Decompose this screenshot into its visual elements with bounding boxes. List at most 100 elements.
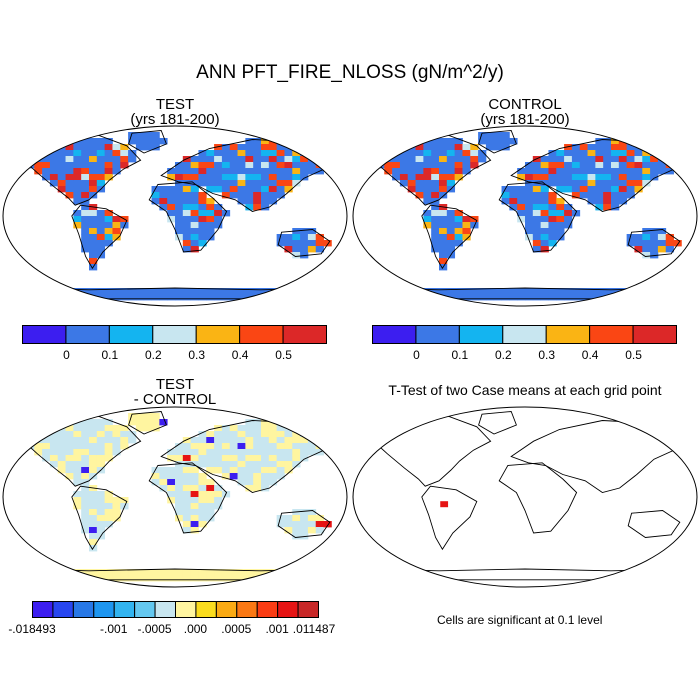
colorbar-tick-label: 0 [63, 348, 70, 362]
grid-cell [415, 144, 424, 151]
grid-cell [49, 156, 59, 163]
grid-cell [182, 222, 192, 229]
coastline-australia [627, 510, 681, 538]
grid-cell [323, 521, 332, 528]
grid-cell [439, 252, 448, 259]
grid-cell [540, 228, 549, 235]
grid-cell [214, 491, 223, 498]
grid-cell [548, 162, 557, 169]
grid-cell [525, 186, 534, 193]
grid-cell [634, 150, 643, 157]
grid-cell [292, 240, 301, 247]
grid-cell [532, 198, 542, 205]
colorbar-tick-label: 0.1 [451, 348, 469, 362]
grid-cell [431, 144, 440, 151]
grid-cell [120, 425, 129, 432]
colorbar-box [415, 325, 460, 344]
grid-cell [175, 569, 184, 576]
grid-cell [190, 509, 199, 516]
grid-cell [198, 503, 207, 510]
grid-cell [292, 162, 301, 169]
grid-cell [198, 575, 207, 582]
grid-cell [198, 569, 207, 576]
colorbar-box [22, 325, 67, 344]
grid-cell [96, 509, 106, 516]
grid-cell [245, 467, 254, 474]
grid-cell [587, 150, 596, 157]
grid-cell [104, 156, 113, 163]
grid-cell [292, 431, 301, 438]
grid-cell [307, 228, 317, 235]
grid-cell [182, 240, 192, 247]
grid-cell [532, 288, 542, 295]
grid-cell [462, 168, 471, 175]
grid-cell [104, 234, 113, 241]
grid-cell [229, 575, 238, 582]
grid-cell [579, 294, 588, 301]
grid-cell [501, 138, 510, 145]
grid-cell [89, 216, 98, 223]
grid-cell [81, 174, 90, 181]
grid-cell [221, 575, 231, 582]
grid-cell [446, 222, 456, 229]
grid-cell [431, 288, 440, 295]
grid-cell [190, 192, 199, 199]
grid-cell [525, 228, 534, 235]
grid-cell [42, 449, 51, 456]
grid-cell [478, 156, 487, 163]
grid-cell [198, 473, 207, 480]
colorbar-box [215, 601, 238, 618]
grid-cell [143, 413, 152, 420]
grid-cell [642, 240, 651, 247]
grid-cell [81, 485, 90, 492]
grid-cell [237, 144, 246, 151]
grid-cell [89, 449, 98, 456]
grid-cell [423, 186, 432, 193]
grid-cell [190, 216, 199, 223]
grid-cell [532, 228, 542, 235]
grid-cell [517, 288, 526, 295]
map-border [352, 406, 698, 588]
grid-cell [556, 234, 565, 241]
grid-cell [190, 491, 199, 498]
grid-cell [548, 156, 557, 163]
grid-cell [454, 162, 463, 169]
grid-cell [399, 180, 409, 187]
colorbar-box [297, 601, 320, 618]
grid-cell [603, 204, 612, 211]
grid-cell [253, 162, 262, 169]
grid-cell [423, 150, 432, 157]
grid-cell [237, 569, 246, 576]
grid-cell [96, 431, 106, 438]
grid-cell [120, 431, 129, 438]
grid-cell [300, 162, 309, 169]
grid-cell [237, 192, 246, 199]
grid-cell [261, 485, 270, 492]
grid-cell [112, 288, 121, 295]
grid-cell [446, 144, 456, 151]
grid-cell [159, 186, 168, 193]
grid-cell [73, 425, 82, 432]
grid-cell [89, 437, 98, 444]
grid-cell [96, 515, 106, 522]
grid-cell [151, 132, 160, 139]
grid-cell [540, 156, 549, 163]
grid-cell [268, 455, 278, 462]
grid-cell [548, 198, 557, 205]
grid-cell [665, 246, 674, 253]
grid-cell [73, 437, 82, 444]
grid-cell [73, 216, 82, 223]
grid-cell [198, 228, 207, 235]
grid-cell [198, 198, 207, 205]
grid-cell [307, 449, 317, 456]
grid-cell [237, 294, 246, 301]
grid-cell [159, 419, 168, 426]
grid-cell [34, 168, 43, 175]
grid-cell [96, 521, 106, 528]
test-title-line2: (yrs 181-200) [130, 111, 220, 128]
grid-cell [214, 144, 223, 151]
grid-cell [214, 288, 223, 295]
grid-cell [407, 162, 416, 169]
grid-cell [96, 449, 106, 456]
grid-cell [135, 144, 145, 151]
